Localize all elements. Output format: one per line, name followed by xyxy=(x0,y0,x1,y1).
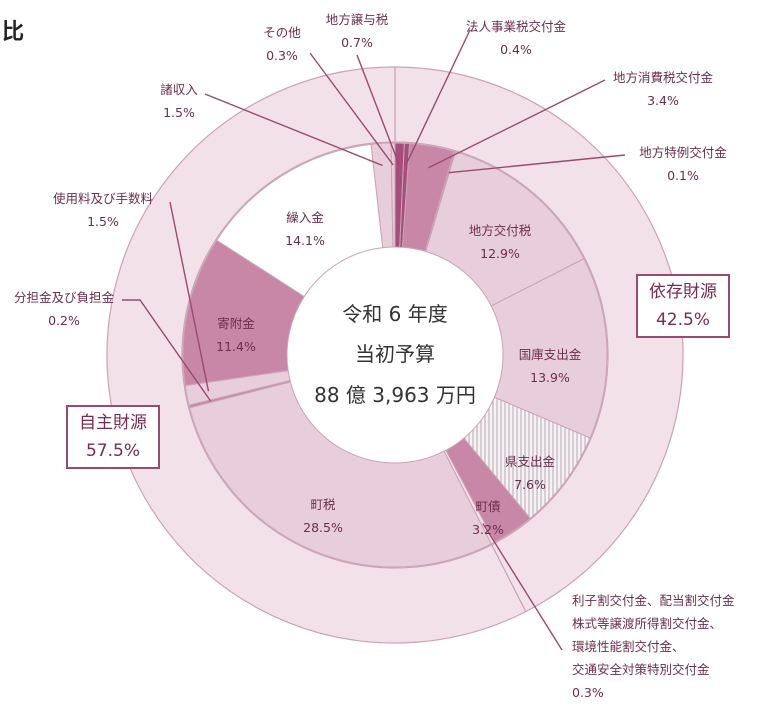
label-kokko: 国庫支出金 13.9% xyxy=(519,347,582,385)
label-hojin-name: 法人事業税交付金 xyxy=(466,19,567,34)
label-buntan-pct: 0.2% xyxy=(48,313,80,328)
self-revenue-label: 自主財源 xyxy=(79,413,147,433)
center-title: 令和 6 年度 xyxy=(342,302,447,326)
leader-shohi xyxy=(427,79,606,169)
leader-chiho_joyo xyxy=(356,54,400,166)
label-chozei-pct: 28.5% xyxy=(303,520,343,535)
leader-rishi xyxy=(482,523,563,651)
label-shiyo-pct: 1.5% xyxy=(87,214,119,229)
label-kurii: 繰入金 14.1% xyxy=(285,210,325,248)
label-kokko-pct: 13.9% xyxy=(530,370,570,385)
label-chosai: 町債 3.2% xyxy=(472,499,504,537)
label-kifu-pct: 11.4% xyxy=(216,339,256,354)
label-kofuzei: 地方交付税 12.9% xyxy=(469,223,532,261)
label-buntan: 分担金及び負担金 0.2% xyxy=(14,290,115,328)
label-kurii-name: 繰入金 xyxy=(286,210,324,225)
center-subtitle: 当初予算 xyxy=(355,342,435,366)
dependent-revenue-value: 42.5% xyxy=(655,310,710,330)
segment-sonota xyxy=(390,142,396,248)
label-rishi: 利子割交付金、配当割交付金株式等譲渡所得割交付金、環境性能割交付金、交通安全対策… xyxy=(572,593,735,700)
label-sho: 諸収入 1.5% xyxy=(160,82,198,120)
label-rishi-line2: 株式等譲渡所得割交付金、 xyxy=(572,616,722,631)
label-sho-name: 諸収入 xyxy=(160,82,198,97)
label-hojin: 法人事業税交付金 0.4% xyxy=(466,19,567,57)
label-shiyo: 使用料及び手数料 1.5% xyxy=(53,191,154,229)
leader-sho xyxy=(204,93,383,167)
label-rishi-pct: 0.3% xyxy=(572,685,604,700)
label-kifu-name: 寄附金 xyxy=(217,316,255,331)
label-chiho_joyo-pct: 0.7% xyxy=(341,35,373,50)
self-revenue-box: 自主財源 57.5% xyxy=(66,405,160,469)
label-rishi-line1: 利子割交付金、配当割交付金 xyxy=(572,593,735,608)
leader-shiyo xyxy=(169,201,210,392)
label-sonota-pct: 0.3% xyxy=(266,48,298,63)
label-buntan-name: 分担金及び負担金 xyxy=(14,290,115,305)
label-kifu: 寄附金 11.4% xyxy=(216,316,256,354)
label-chosai-pct: 3.2% xyxy=(472,522,504,537)
label-tokurei-pct: 0.1% xyxy=(667,168,699,183)
label-chosai-name: 町債 xyxy=(475,499,500,514)
label-rishi-line3: 環境性能割交付金、 xyxy=(572,639,685,654)
label-shohi: 地方消費税交付金 3.4% xyxy=(613,70,714,108)
label-kofuzei-name: 地方交付税 xyxy=(469,223,532,238)
header-text: 比 xyxy=(2,20,25,45)
label-chiho_joyo-name: 地方譲与税 xyxy=(326,12,389,27)
leader-sonota xyxy=(309,52,394,166)
label-ken-pct: 7.6% xyxy=(514,477,546,492)
label-chiho_joyo: 地方譲与税 0.7% xyxy=(326,12,389,50)
label-chozei-name: 町税 xyxy=(310,497,336,512)
label-shiyo-name: 使用料及び手数料 xyxy=(53,191,154,206)
label-shohi-pct: 3.4% xyxy=(647,93,679,108)
label-kurii-pct: 14.1% xyxy=(285,233,325,248)
leader-buntan xyxy=(122,299,212,402)
outer-segment-self xyxy=(106,66,527,644)
label-ken: 県支出金 7.6% xyxy=(505,454,556,492)
label-sonota-name: その他 xyxy=(263,25,301,40)
segment-chozei xyxy=(189,381,492,568)
label-sonota: その他 0.3% xyxy=(263,25,301,63)
center-total: 88 億 3,963 万円 xyxy=(314,383,476,407)
label-chozei: 町税 28.5% xyxy=(303,497,343,535)
label-kokko-name: 国庫支出金 xyxy=(519,347,582,362)
label-tokurei: 地方特例交付金 0.1% xyxy=(639,145,727,183)
label-tokurei-name: 地方特例交付金 xyxy=(639,145,727,160)
self-revenue-value: 57.5% xyxy=(85,441,140,461)
label-shohi-name: 地方消費税交付金 xyxy=(613,70,714,85)
label-sho-pct: 1.5% xyxy=(163,105,195,120)
leader-tokurei xyxy=(448,154,626,174)
dependent-revenue-label: 依存財源 xyxy=(649,282,717,302)
label-rishi-line4: 交通安全対策特別交付金 xyxy=(572,662,710,677)
label-ken-name: 県支出金 xyxy=(505,454,556,469)
label-kofuzei-pct: 12.9% xyxy=(480,246,520,261)
outer-segment-dependent xyxy=(394,66,684,613)
dependent-revenue-box: 依存財源 42.5% xyxy=(636,274,730,338)
leader-hojin xyxy=(405,29,471,166)
label-hojin-pct: 0.4% xyxy=(500,42,532,57)
segment-kokko xyxy=(490,258,608,439)
